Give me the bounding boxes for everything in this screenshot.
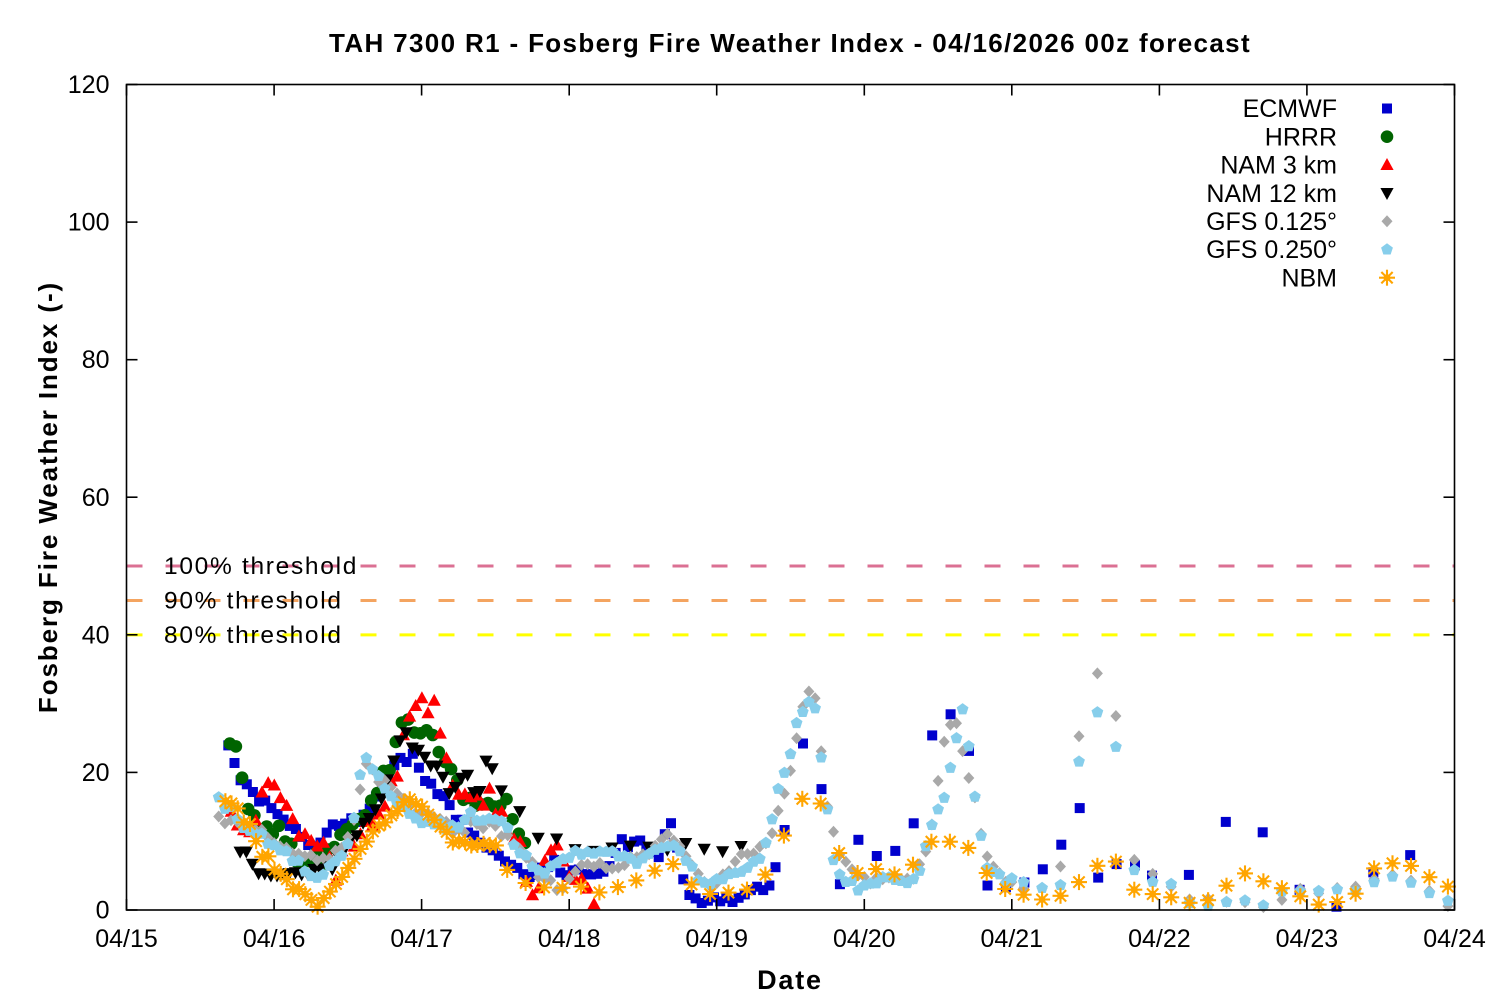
svg-text:90% threshold: 90% threshold (164, 587, 343, 614)
svg-text:Fosberg Fire Weather Index (-): Fosberg Fire Weather Index (-) (33, 281, 63, 713)
svg-text:ECMWF: ECMWF (1243, 95, 1337, 123)
svg-text:04/18: 04/18 (538, 925, 601, 953)
svg-text:60: 60 (82, 484, 110, 512)
svg-text:04/21: 04/21 (981, 925, 1044, 953)
svg-text:120: 120 (68, 71, 110, 99)
svg-text:04/20: 04/20 (833, 925, 896, 953)
svg-text:NAM 12 km: NAM 12 km (1206, 180, 1337, 208)
svg-text:100% threshold: 100% threshold (164, 553, 358, 580)
svg-text:GFS 0.125°: GFS 0.125° (1206, 208, 1337, 236)
svg-text:04/15: 04/15 (95, 925, 158, 953)
svg-text:04/16: 04/16 (243, 925, 306, 953)
svg-text:NBM: NBM (1281, 264, 1337, 292)
svg-text:80% threshold: 80% threshold (164, 622, 343, 649)
svg-text:Date: Date (757, 965, 823, 995)
svg-text:TAH 7300 R1 - Fosberg Fire Wea: TAH 7300 R1 - Fosberg Fire Weather Index… (329, 28, 1251, 58)
svg-text:100: 100 (68, 209, 110, 237)
svg-text:40: 40 (82, 621, 110, 649)
svg-text:20: 20 (82, 759, 110, 787)
svg-text:HRRR: HRRR (1265, 123, 1337, 151)
svg-text:0: 0 (96, 897, 110, 925)
svg-text:80: 80 (82, 346, 110, 374)
svg-text:04/23: 04/23 (1276, 925, 1339, 953)
svg-text:04/24: 04/24 (1423, 925, 1486, 953)
svg-text:04/19: 04/19 (685, 925, 748, 953)
svg-text:04/22: 04/22 (1128, 925, 1191, 953)
svg-text:04/17: 04/17 (390, 925, 453, 953)
svg-text:NAM 3 km: NAM 3 km (1220, 152, 1337, 180)
svg-text:GFS 0.250°: GFS 0.250° (1206, 236, 1337, 264)
